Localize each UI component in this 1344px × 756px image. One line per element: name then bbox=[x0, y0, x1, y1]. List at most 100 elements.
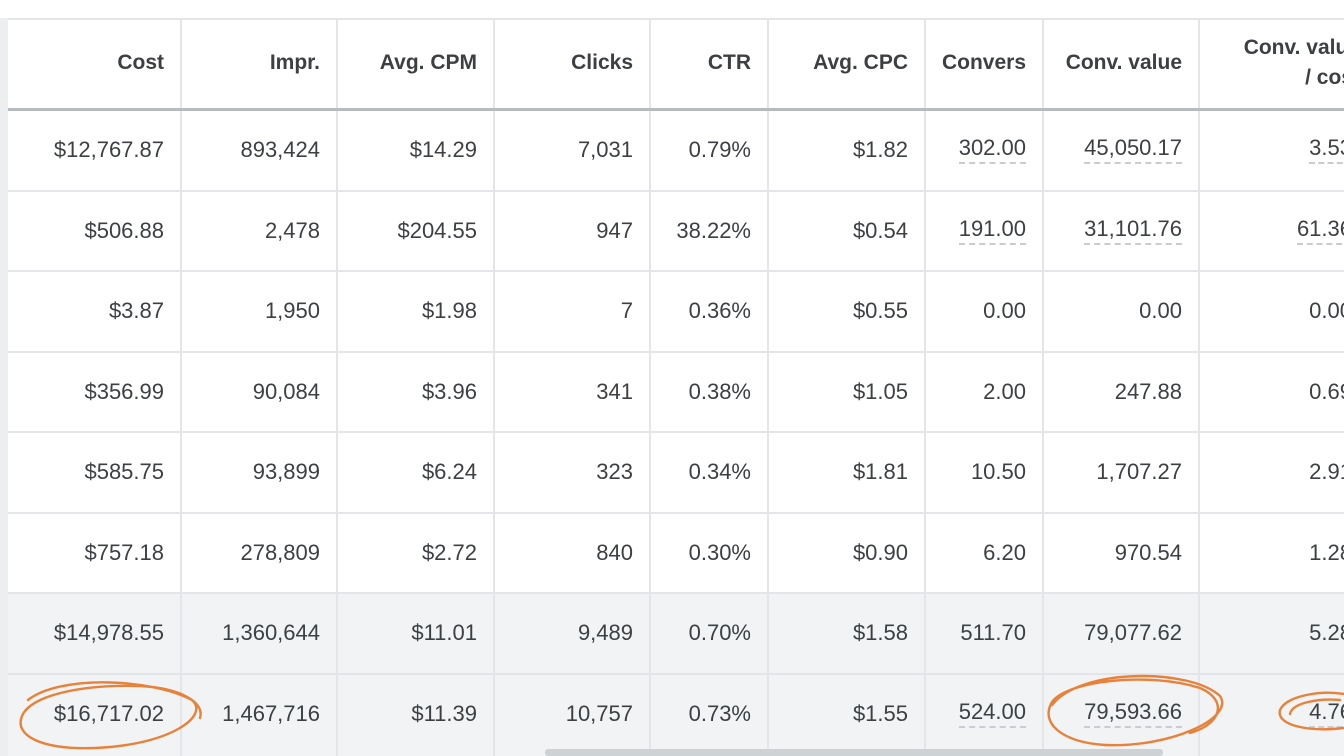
column-divider bbox=[1042, 18, 1044, 756]
cell-value-link[interactable]: 79,593.66 bbox=[1084, 699, 1182, 728]
table-cell: 191.00 bbox=[925, 191, 1043, 272]
cell-value: 1,467,716 bbox=[222, 700, 320, 726]
cell-value: 0.38% bbox=[688, 378, 751, 404]
cell-value: 0.36% bbox=[688, 298, 751, 324]
column-header[interactable]: Cost bbox=[10, 18, 181, 108]
cell-value: 0.00 bbox=[1139, 298, 1182, 324]
total-cell: $14,978.55 bbox=[10, 593, 181, 674]
cell-value-link[interactable]: 45,050.17 bbox=[1084, 136, 1182, 165]
cell-value: $1.81 bbox=[852, 459, 908, 485]
column-divider bbox=[336, 18, 338, 756]
table-top-rule bbox=[0, 18, 1344, 20]
column-header[interactable]: Impr. bbox=[181, 18, 337, 108]
cell-value: 0.73% bbox=[688, 700, 751, 726]
total-cell: 0.73% bbox=[650, 674, 768, 755]
cell-value: 38.22% bbox=[676, 217, 751, 243]
cell-value: $1.82 bbox=[852, 137, 908, 163]
table-cell: 2,478 bbox=[181, 191, 337, 272]
cell-value: 511.70 bbox=[960, 620, 1026, 646]
cell-value: 9,489 bbox=[577, 620, 633, 646]
table-cell: 970.54 bbox=[1043, 513, 1199, 594]
table-cell: 0.00 bbox=[1199, 271, 1344, 352]
table-cell: 247.88 bbox=[1043, 352, 1199, 433]
column-header-label: Clicks bbox=[571, 51, 633, 74]
column-header[interactable]: Conv. value / cost bbox=[1199, 18, 1344, 108]
cell-value: $757.18 bbox=[84, 539, 164, 565]
table-cell: $12,767.87 bbox=[10, 110, 181, 191]
table-cell: 10.50 bbox=[925, 432, 1043, 513]
cell-value: 278,809 bbox=[240, 539, 320, 565]
cell-value: $16,717.02 bbox=[53, 700, 164, 726]
cell-value: 10,757 bbox=[565, 700, 633, 726]
column-header[interactable]: Convers bbox=[925, 18, 1043, 108]
total-cell: 4.76 bbox=[1199, 674, 1344, 755]
cell-value-link[interactable]: 61.36 bbox=[1296, 216, 1344, 245]
row-divider bbox=[0, 672, 1344, 675]
cell-value-link[interactable]: 31,101.76 bbox=[1084, 216, 1182, 245]
cell-value: $585.75 bbox=[84, 459, 164, 485]
table-cell: 840 bbox=[494, 513, 650, 594]
total-cell: 524.00 bbox=[925, 674, 1043, 755]
column-header[interactable]: Clicks bbox=[494, 18, 650, 108]
header-rule bbox=[0, 108, 1344, 111]
cell-value-link[interactable]: 524.00 bbox=[958, 699, 1026, 728]
column-header-label: Avg. CPM bbox=[379, 51, 477, 74]
cell-value: 341 bbox=[596, 378, 633, 404]
cell-value: 840 bbox=[596, 539, 633, 565]
column-header[interactable]: Avg. CPC bbox=[768, 18, 925, 108]
cell-value: $11.39 bbox=[411, 700, 477, 726]
column-divider bbox=[1198, 18, 1200, 756]
table-cell: 0.79% bbox=[650, 110, 768, 191]
cell-value: 947 bbox=[596, 217, 633, 243]
column-divider bbox=[493, 18, 495, 756]
column-header[interactable]: CTR bbox=[650, 18, 768, 108]
cell-value: 7,031 bbox=[577, 137, 633, 163]
cell-value-link[interactable]: 4.76 bbox=[1309, 699, 1344, 728]
cell-value-link[interactable]: 3.53 bbox=[1309, 136, 1344, 165]
table-cell: $757.18 bbox=[10, 513, 181, 594]
cell-value: 6.20 bbox=[983, 539, 1026, 565]
cell-value: $6.24 bbox=[421, 459, 477, 485]
column-header[interactable]: Conv. value bbox=[1043, 18, 1199, 108]
horizontal-scrollbar[interactable] bbox=[545, 749, 1163, 756]
column-header-label: Conv. value / cost bbox=[1243, 36, 1344, 89]
cell-value: 2.91 bbox=[1309, 459, 1344, 485]
cell-value: 79,077.62 bbox=[1084, 620, 1182, 646]
table-cell: 0.38% bbox=[650, 352, 768, 433]
column-header-label: Cost bbox=[117, 51, 164, 74]
cell-value: 90,084 bbox=[252, 378, 320, 404]
row-divider bbox=[0, 189, 1344, 192]
table-cell: $585.75 bbox=[10, 432, 181, 513]
row-divider bbox=[0, 350, 1344, 353]
cell-value: $0.54 bbox=[852, 217, 908, 243]
cell-value: $1.05 bbox=[852, 378, 908, 404]
table-cell: 1,950 bbox=[181, 271, 337, 352]
cell-value: $2.72 bbox=[421, 539, 477, 565]
total-cell: $1.58 bbox=[768, 593, 925, 674]
column-header-label: Convers bbox=[941, 51, 1026, 74]
total-cell: 1,467,716 bbox=[181, 674, 337, 755]
total-cell: 511.70 bbox=[925, 593, 1043, 674]
cell-value: 0.70% bbox=[688, 620, 751, 646]
column-header[interactable]: Avg. CPM bbox=[337, 18, 494, 108]
cell-value: 0.00 bbox=[983, 298, 1026, 324]
total-cell: $11.01 bbox=[337, 593, 494, 674]
column-header-label: CTR bbox=[707, 51, 751, 74]
table-cell: 0.36% bbox=[650, 271, 768, 352]
table-cell: 278,809 bbox=[181, 513, 337, 594]
table-cell: $1.81 bbox=[768, 432, 925, 513]
table-left-edge bbox=[0, 18, 8, 756]
table-cell: $1.98 bbox=[337, 271, 494, 352]
cell-value: 2.00 bbox=[983, 378, 1026, 404]
table-cell: $506.88 bbox=[10, 191, 181, 272]
row-divider bbox=[0, 592, 1344, 594]
cell-value: 247.88 bbox=[1114, 378, 1182, 404]
table-cell: $14.29 bbox=[337, 110, 494, 191]
cell-value: $1.55 bbox=[852, 700, 908, 726]
cell-value-link[interactable]: 302.00 bbox=[958, 136, 1026, 165]
total-cell: 1,360,644 bbox=[181, 593, 337, 674]
cell-value: $14,978.55 bbox=[53, 620, 164, 646]
table-cell: 6.20 bbox=[925, 513, 1043, 594]
cell-value: $204.55 bbox=[397, 217, 477, 243]
cell-value-link[interactable]: 191.00 bbox=[958, 216, 1026, 245]
